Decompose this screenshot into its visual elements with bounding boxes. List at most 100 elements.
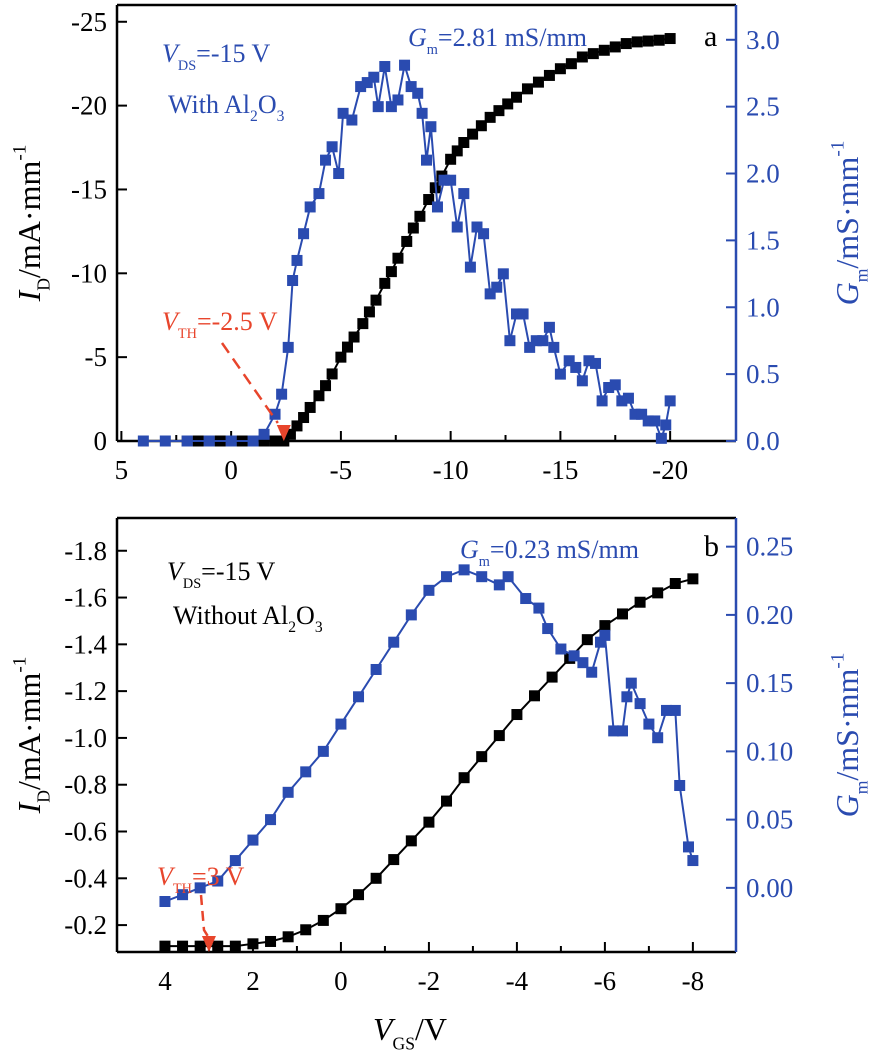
vth-arrowhead-icon [276, 425, 291, 441]
y-left-tick-label: -20 [71, 91, 107, 121]
data-point-I_D [576, 51, 588, 63]
data-point-I_D [363, 306, 375, 318]
data-point-G_m [586, 666, 598, 678]
y-right-tick-label: 1.0 [746, 292, 780, 322]
gm-annotation: Gm=0.23 mS/mm [460, 535, 639, 570]
panel-label: a [704, 20, 717, 53]
vth-annotation-rest: =3 V [192, 862, 245, 891]
data-point-G_m [643, 718, 655, 730]
data-point-G_m [412, 87, 424, 99]
data-point-G_m [441, 571, 453, 583]
data-point-G_m [504, 335, 516, 347]
data-point-I_D [475, 120, 487, 132]
vds-annotation-main: V [167, 557, 186, 586]
data-point-G_m [616, 725, 628, 737]
gm-annotation: Gm=2.81 mS/mm [408, 23, 587, 58]
data-point-I_D [388, 854, 400, 866]
series-line-I_D [164, 577, 694, 948]
data-point-I_D [423, 194, 435, 206]
data-point-G_m [458, 564, 470, 576]
y-right-label-main: G [829, 282, 865, 305]
x-tick-label: -15 [542, 455, 578, 485]
data-point-G_m [320, 154, 332, 166]
data-point-I_D [269, 435, 281, 447]
data-point-G_m [353, 691, 365, 703]
data-point-I_D [229, 940, 241, 952]
data-point-I_D [521, 83, 533, 95]
data-point-G_m [484, 288, 496, 300]
condition-annotation-sub2: 3 [315, 619, 323, 636]
data-point-G_m [326, 141, 338, 153]
data-point-I_D [423, 816, 435, 828]
data-point-G_m [563, 355, 575, 367]
y-left-tick-label: -1.8 [64, 536, 107, 566]
data-point-G_m [491, 281, 503, 293]
data-point-I_D [511, 709, 523, 721]
data-point-G_m [385, 101, 397, 113]
vds-annotation-sub: DS [178, 58, 196, 74]
vth-annotation-sub: TH [178, 326, 197, 342]
data-point-G_m [542, 623, 554, 635]
vth-annotation-main: V [157, 862, 176, 891]
data-point-G_m [502, 571, 514, 583]
data-point-G_m [660, 419, 672, 431]
condition-annotation-mid: O [258, 90, 277, 119]
panel-b: 4 2 0 -2 -4 -6 -8 -0.2 -0.4 -0.6 -0.8 -1.0 -1.2 -1.4 -… [10, 516, 872, 1054]
data-point-I_D [532, 76, 544, 88]
data-point-G_m [517, 308, 529, 320]
data-point-G_m [258, 428, 270, 440]
data-point-I_D [265, 935, 277, 947]
data-point-G_m [471, 221, 483, 233]
data-point-G_m [298, 228, 310, 240]
data-point-G_m [269, 408, 281, 420]
data-point-I_D [620, 38, 632, 50]
data-point-G_m [682, 841, 694, 853]
data-point-G_m [669, 704, 681, 716]
data-point-I_D [335, 903, 347, 915]
data-point-I_D [414, 210, 426, 222]
data-point-G_m [543, 321, 555, 333]
y-left-label-sub: D [34, 790, 54, 803]
data-point-I_D [282, 931, 294, 943]
data-point-G_m [649, 415, 661, 427]
data-point-I_D [353, 889, 365, 901]
data-point-I_D [634, 596, 646, 608]
y-right-tick-label: 0.15 [746, 668, 793, 698]
x-tick-label: -6 [594, 966, 617, 996]
data-point-I_D [631, 36, 643, 48]
data-point-G_m [478, 228, 490, 240]
y-right-label-sup: -1 [828, 141, 849, 157]
data-point-G_m [287, 275, 299, 287]
y-right-tick-label: 2.5 [746, 92, 780, 122]
data-point-I_D [313, 390, 325, 402]
data-point-G_m [361, 77, 373, 89]
data-point-I_D [502, 98, 514, 110]
data-point-G_m [629, 408, 641, 420]
data-point-I_D [445, 153, 457, 165]
x-tick-label: -8 [682, 966, 705, 996]
x-tick-label: -20 [652, 455, 688, 485]
data-point-I_D [546, 671, 558, 683]
data-point-G_m [159, 435, 171, 447]
data-point-G_m [333, 168, 345, 180]
data-point-I_D [609, 41, 621, 53]
data-point-I_D [653, 34, 665, 46]
data-point-I_D [370, 872, 382, 884]
data-point-G_m [554, 368, 566, 380]
condition-annotation-sub1: 2 [250, 108, 258, 125]
data-point-I_D [284, 428, 296, 440]
data-point-G_m [212, 875, 224, 887]
data-point-G_m [636, 408, 648, 420]
data-point-I_D [212, 940, 224, 952]
x-tick-label: 0 [334, 966, 348, 996]
data-point-G_m [642, 415, 654, 427]
data-point-G_m [405, 609, 417, 621]
data-point-I_D [554, 63, 566, 75]
data-point-G_m [625, 677, 637, 689]
data-point-I_D [341, 341, 353, 353]
condition-annotation-sub2: 3 [277, 108, 285, 125]
data-point-G_m [510, 308, 522, 320]
y-right-label-rest: /mS·mm [829, 156, 865, 268]
data-point-G_m [423, 584, 435, 596]
data-point-G_m [570, 361, 582, 373]
